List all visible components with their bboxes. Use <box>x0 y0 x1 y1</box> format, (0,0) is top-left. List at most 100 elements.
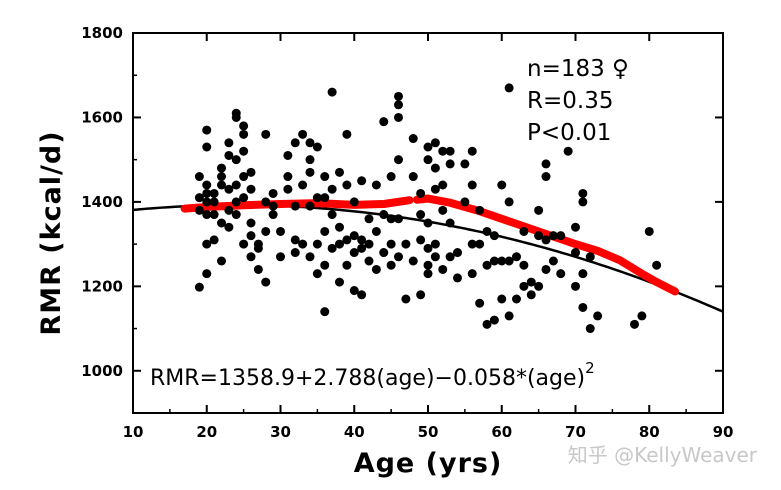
data-point <box>504 256 514 266</box>
data-point <box>519 226 529 236</box>
data-point <box>290 235 300 245</box>
watermark: 知乎 @KellyWeaver <box>568 443 758 467</box>
data-point <box>298 180 308 190</box>
data-point <box>202 125 212 135</box>
data-point <box>371 180 381 190</box>
data-point <box>349 197 359 207</box>
data-point <box>394 100 403 110</box>
data-point <box>556 231 566 241</box>
data-point <box>512 252 521 262</box>
data-point <box>224 222 234 232</box>
data-point <box>239 239 249 249</box>
data-point <box>445 218 455 228</box>
data-point <box>261 277 271 287</box>
data-point <box>261 129 271 139</box>
data-point <box>578 188 588 198</box>
x-tick-label: 30 <box>270 423 291 441</box>
regression-equation: RMR=1358.9+2.788(age)−0.058*(age)2 <box>150 359 595 391</box>
data-point <box>430 163 440 173</box>
data-point <box>541 264 551 274</box>
data-point <box>430 252 440 262</box>
data-point <box>217 180 226 190</box>
data-point <box>320 172 330 182</box>
data-point <box>504 311 514 321</box>
data-point <box>438 180 448 190</box>
data-point <box>312 193 322 203</box>
data-point <box>394 252 403 262</box>
data-point <box>335 167 344 177</box>
data-point <box>202 180 212 190</box>
data-point <box>593 311 603 321</box>
data-point <box>408 172 418 182</box>
data-point <box>239 146 249 156</box>
data-point <box>276 226 285 236</box>
data-point <box>394 155 403 165</box>
data-point <box>364 256 374 266</box>
data-point <box>305 155 315 165</box>
data-point <box>246 218 256 228</box>
data-point <box>637 311 647 321</box>
data-point <box>209 235 219 245</box>
data-point <box>475 298 485 308</box>
data-point <box>290 201 300 211</box>
data-point <box>475 205 485 215</box>
data-point <box>541 159 551 169</box>
data-point <box>556 269 566 279</box>
data-point <box>305 138 315 148</box>
data-point <box>253 264 263 274</box>
data-point <box>512 294 521 304</box>
x-tick-label: 90 <box>713 423 734 441</box>
data-point <box>585 324 595 334</box>
data-point <box>357 176 367 186</box>
data-point <box>571 222 580 232</box>
data-point <box>298 239 308 249</box>
data-point <box>202 210 212 220</box>
data-point <box>224 150 234 160</box>
data-point <box>438 264 448 274</box>
y-tick-label: 1600 <box>81 108 123 126</box>
data-point <box>379 248 389 258</box>
data-point <box>320 307 330 317</box>
axes: 10 20 30 40 50 60 70 80 90 1000 1200 1400 1600 1800 <box>81 24 733 441</box>
data-point <box>239 172 249 182</box>
data-point <box>335 222 344 232</box>
data-point <box>497 294 507 304</box>
data-point <box>430 184 440 194</box>
y-tick-label: 1400 <box>81 193 123 211</box>
data-point <box>386 214 396 224</box>
data-point <box>283 150 293 160</box>
data-point <box>548 256 558 266</box>
data-point <box>467 180 477 190</box>
data-point <box>482 319 492 329</box>
data-point <box>423 142 433 152</box>
data-point <box>349 248 359 258</box>
x-axis-label: Age (yrs) <box>354 448 503 479</box>
data-point <box>194 172 204 182</box>
data-point <box>202 239 212 249</box>
data-point <box>497 256 507 266</box>
data-point <box>497 180 507 190</box>
data-point <box>541 235 551 245</box>
data-point <box>268 210 278 220</box>
data-point <box>217 172 226 182</box>
data-point <box>246 167 256 177</box>
data-point <box>489 231 499 241</box>
data-point <box>416 210 426 220</box>
data-point <box>342 129 352 139</box>
data-point <box>548 231 558 241</box>
data-point <box>320 260 330 270</box>
data-point <box>489 256 499 266</box>
data-point <box>209 188 219 198</box>
data-point <box>445 146 455 156</box>
data-point <box>541 172 551 182</box>
data-point <box>571 248 580 258</box>
data-point <box>467 269 477 279</box>
data-point <box>489 315 499 325</box>
data-point <box>571 281 580 291</box>
data-point <box>578 269 588 279</box>
data-point <box>261 226 271 236</box>
data-point <box>305 167 315 177</box>
data-point <box>224 184 234 194</box>
data-point <box>408 134 418 144</box>
regression-equation-main: RMR=1358.9+2.788(age)−0.058*(age) <box>150 366 585 391</box>
